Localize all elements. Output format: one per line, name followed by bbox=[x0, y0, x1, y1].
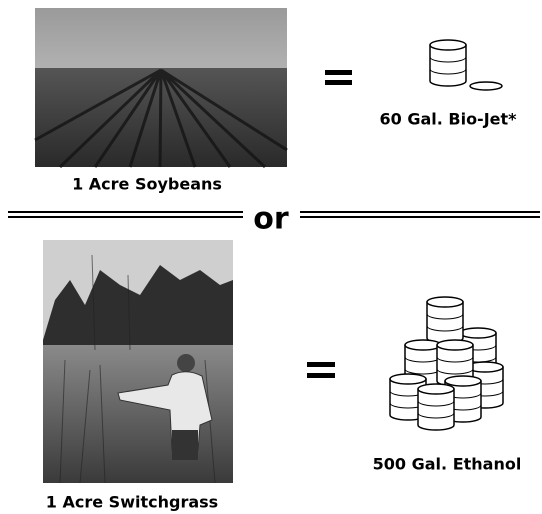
barrel-icon bbox=[430, 40, 502, 90]
barrel-stack bbox=[390, 297, 503, 430]
diagram: 1 Acre Soybeans 60 Gal. Bio-Jet* or 1 Ac… bbox=[0, 0, 542, 514]
separator-text: or bbox=[253, 202, 289, 237]
source-label: 1 Acre Switchgrass bbox=[46, 493, 218, 512]
soybean-photo bbox=[35, 8, 287, 167]
source-label: 1 Acre Soybeans bbox=[72, 175, 222, 194]
result-label: 60 Gal. Bio-Jet* bbox=[379, 110, 517, 129]
equals-sign bbox=[307, 362, 335, 378]
result-label: 500 Gal. Ethanol bbox=[373, 455, 522, 474]
switchgrass-photo bbox=[43, 240, 233, 483]
equals-sign bbox=[325, 70, 352, 85]
